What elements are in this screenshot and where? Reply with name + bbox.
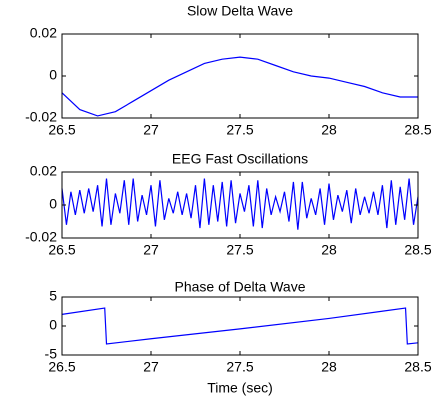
axes-box [61,296,419,356]
x-tick-label: 26.5 [48,242,75,258]
x-tick-label: 28.5 [404,242,431,258]
x-tick-label: 28 [321,359,337,375]
x-tick-label: 27 [143,359,159,375]
subplot-title: EEG Fast Oscillations [172,151,308,167]
x-tick-label: 28.5 [404,359,431,375]
x-tick-label: 27.5 [226,122,253,138]
y-tick-label: -0.02 [25,109,57,125]
y-tick-label: 5 [49,288,57,304]
x-tick-label: 26.5 [48,122,75,138]
x-tick-label: 27 [143,122,159,138]
y-tick-label: 0 [49,196,57,212]
data-line [61,56,418,117]
x-tick-label: 26.5 [48,359,75,375]
axes-box [61,171,419,239]
y-tick-label: 0 [49,67,57,83]
y-tick-label: 0.02 [30,25,57,41]
y-tick-label: -5 [45,346,58,362]
x-tick-label: 28.5 [404,122,431,138]
x-tick-label: 27.5 [226,242,253,258]
x-tick-label: 27 [143,242,159,258]
y-tick-label: 0 [49,317,57,333]
x-tick-label: 27.5 [226,359,253,375]
subplot-title: Slow Delta Wave [187,3,293,19]
data-line [61,307,419,345]
x-tick-label: 28 [321,242,337,258]
data-line [61,178,419,230]
x-tick-label: 28 [321,122,337,138]
subplot-title: Phase of Delta Wave [175,279,306,295]
y-tick-label: 0.02 [30,163,57,179]
axes-box [61,33,419,119]
y-tick-label: -0.02 [25,229,57,245]
x-axis-label: Time (sec) [207,380,273,396]
